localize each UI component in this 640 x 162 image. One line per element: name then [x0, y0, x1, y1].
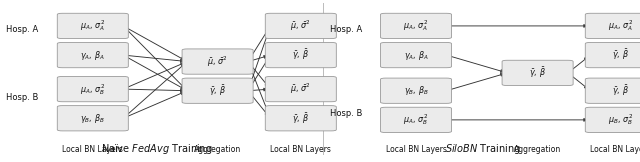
Text: $\bar{\gamma},\, \bar{\beta}$: $\bar{\gamma},\, \bar{\beta}$	[529, 65, 546, 80]
Text: $\gamma_B,\, \beta_B$: $\gamma_B,\, \beta_B$	[404, 84, 428, 97]
Text: $\mu_A,\, \sigma^2_A$: $\mu_A,\, \sigma^2_A$	[608, 18, 634, 33]
FancyBboxPatch shape	[380, 42, 452, 68]
Text: $\mu_A,\, \sigma^2_A$: $\mu_A,\, \sigma^2_A$	[80, 18, 106, 33]
FancyBboxPatch shape	[585, 13, 640, 39]
Text: Local BN Layers: Local BN Layers	[62, 145, 124, 154]
Text: Aggregation: Aggregation	[514, 145, 561, 154]
Text: $\bar{\gamma},\, \bar{\beta}$: $\bar{\gamma},\, \bar{\beta}$	[209, 83, 226, 98]
FancyBboxPatch shape	[380, 13, 452, 39]
Text: $\bar{\mu},\, \bar{\sigma}^2$: $\bar{\mu},\, \bar{\sigma}^2$	[207, 54, 228, 69]
Text: Hosp. A: Hosp. A	[6, 25, 38, 34]
Text: $\bar{\gamma},\, \bar{\beta}$: $\bar{\gamma},\, \bar{\beta}$	[292, 111, 309, 126]
Text: Local BN Layers: Local BN Layers	[270, 145, 332, 154]
FancyBboxPatch shape	[585, 78, 640, 103]
FancyBboxPatch shape	[58, 42, 128, 68]
FancyBboxPatch shape	[58, 76, 128, 102]
Text: $\gamma_A,\, \beta_A$: $\gamma_A,\, \beta_A$	[81, 49, 105, 62]
FancyBboxPatch shape	[380, 78, 452, 103]
FancyBboxPatch shape	[58, 106, 128, 131]
Text: Local BN Layers: Local BN Layers	[385, 145, 447, 154]
Text: Hosp. A: Hosp. A	[330, 25, 362, 34]
Text: $\mu_A,\, \sigma^2_B$: $\mu_A,\, \sigma^2_B$	[403, 112, 429, 127]
Text: $\bar{\mu},\, \bar{\sigma}^2$: $\bar{\mu},\, \bar{\sigma}^2$	[291, 82, 311, 96]
FancyBboxPatch shape	[585, 107, 640, 133]
Text: $\mu_A,\, \sigma^2_A$: $\mu_A,\, \sigma^2_A$	[403, 18, 429, 33]
Text: Aggregation: Aggregation	[194, 145, 241, 154]
FancyBboxPatch shape	[265, 76, 337, 102]
FancyBboxPatch shape	[182, 49, 253, 74]
FancyBboxPatch shape	[58, 13, 128, 39]
FancyBboxPatch shape	[502, 60, 573, 86]
FancyBboxPatch shape	[182, 78, 253, 103]
Text: Local BN Layers: Local BN Layers	[590, 145, 640, 154]
Text: $\bar{\mu},\, \bar{\sigma}^2$: $\bar{\mu},\, \bar{\sigma}^2$	[291, 19, 311, 33]
Text: Hosp. B: Hosp. B	[6, 93, 39, 102]
FancyBboxPatch shape	[380, 107, 452, 133]
Text: $\bar{\gamma},\, \bar{\beta}$: $\bar{\gamma},\, \bar{\beta}$	[612, 83, 629, 98]
FancyBboxPatch shape	[585, 42, 640, 68]
Text: $\mu_B,\, \sigma^2_B$: $\mu_B,\, \sigma^2_B$	[608, 112, 634, 127]
Text: $\bar{\gamma},\, \bar{\beta}$: $\bar{\gamma},\, \bar{\beta}$	[612, 48, 629, 63]
Text: Naïve $\mathit{FedAvg}$ Training: Naïve $\mathit{FedAvg}$ Training	[101, 142, 212, 156]
FancyBboxPatch shape	[265, 106, 337, 131]
FancyBboxPatch shape	[265, 13, 337, 39]
Text: Hosp. B: Hosp. B	[330, 109, 362, 118]
Text: $\mathit{SiloBN}$ Training: $\mathit{SiloBN}$ Training	[445, 142, 521, 156]
Text: $\bar{\gamma},\, \bar{\beta}$: $\bar{\gamma},\, \bar{\beta}$	[292, 48, 309, 63]
Text: $\gamma_B,\, \beta_B$: $\gamma_B,\, \beta_B$	[81, 112, 105, 125]
Text: $\mu_A,\, \sigma^2_B$: $\mu_A,\, \sigma^2_B$	[80, 82, 106, 97]
FancyBboxPatch shape	[265, 42, 337, 68]
Text: $\gamma_A,\, \beta_A$: $\gamma_A,\, \beta_A$	[404, 49, 428, 62]
